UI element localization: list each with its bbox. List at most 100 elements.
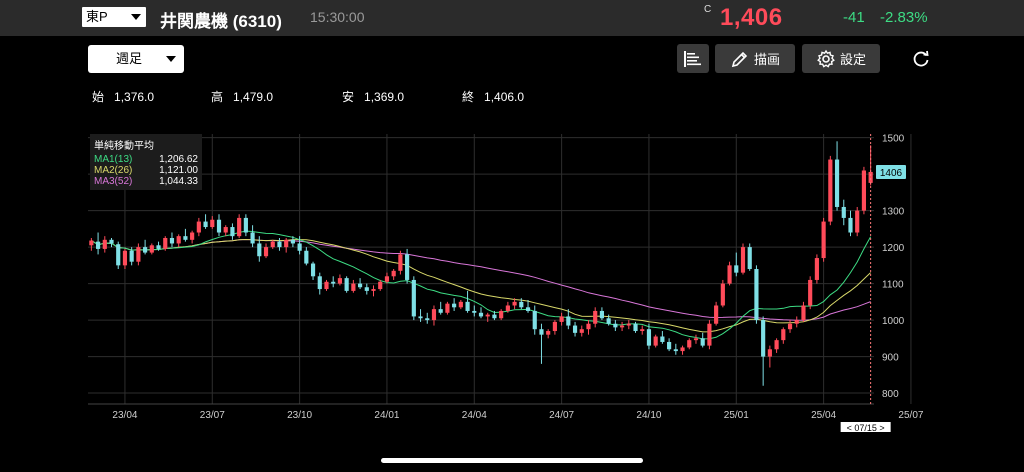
candle-body [378, 281, 383, 290]
candle-body [653, 336, 658, 346]
ohlc-open: 始 1,376.0 [92, 88, 154, 105]
candle-body [156, 245, 161, 249]
candle-body [640, 329, 645, 332]
candle-body [143, 247, 148, 253]
x-tick-label: 25/01 [724, 410, 749, 421]
caret-down-icon [131, 14, 141, 20]
ma1-line [91, 230, 872, 340]
candle-body [351, 283, 356, 291]
candle-body [532, 310, 537, 330]
crosshair-date-label: < 07/15 > [847, 423, 885, 432]
candle-body [814, 258, 819, 280]
ma3-label: MA3(52) [94, 176, 133, 187]
candle-body [660, 336, 665, 342]
candle-body [693, 338, 699, 341]
candle-body [418, 316, 423, 319]
period-select[interactable]: 週足 [88, 45, 184, 73]
low-value: 1,369.0 [364, 90, 405, 104]
candle-body [485, 314, 490, 317]
ma2-line [91, 238, 871, 333]
x-tick-label: 23/10 [287, 410, 312, 421]
price-change-pct: -2.83% [880, 9, 928, 26]
ma2-label: MA2(26) [94, 165, 133, 176]
candle-body [579, 329, 584, 333]
settings-label: 設定 [839, 52, 866, 67]
candle-body [761, 320, 766, 357]
candle-body [277, 241, 282, 248]
candle-body [834, 159, 840, 207]
legend-row-ma3: MA3(52) 1,044.33 [94, 176, 198, 187]
candle-body [116, 244, 121, 266]
candle-body [787, 323, 793, 330]
close-label: 終 [462, 90, 475, 104]
candle-body [821, 221, 826, 259]
candle-body [680, 347, 685, 352]
candle-body [546, 331, 551, 335]
candle-body [257, 243, 262, 257]
candle-body [102, 239, 107, 249]
candle-body [667, 341, 672, 350]
candle-body [734, 265, 739, 273]
candle-body [445, 303, 450, 313]
candle-body [438, 309, 443, 313]
candle-body [673, 349, 678, 352]
candle-body [371, 289, 376, 291]
gear-icon [817, 49, 835, 68]
period-label: 週足 [116, 51, 143, 66]
indicator-list-button[interactable] [677, 44, 709, 73]
candle-body [331, 281, 336, 284]
candle-body [828, 159, 833, 222]
high-label: 高 [211, 90, 224, 104]
candle-body [431, 309, 437, 321]
candle-body [478, 312, 484, 317]
candle-body [559, 316, 564, 322]
home-indicator[interactable] [381, 458, 643, 463]
price-change: -41 [843, 9, 865, 26]
candle-body [237, 217, 242, 237]
settings-button[interactable]: 設定 [802, 44, 880, 73]
refresh-icon[interactable] [911, 49, 931, 69]
candle-body [774, 340, 779, 350]
candle-body [324, 281, 329, 290]
candle-body [284, 239, 289, 248]
candle-body [848, 217, 853, 233]
candle-body [109, 239, 114, 244]
candle-body [606, 318, 611, 324]
candle-body [613, 323, 618, 328]
candle-body [391, 270, 396, 277]
x-tick-label: 25/07 [898, 410, 923, 421]
market-select[interactable]: 東P [82, 7, 146, 27]
candle-body [808, 279, 813, 306]
candle-body [465, 301, 470, 311]
candle-body [190, 232, 195, 240]
candle-body [599, 310, 605, 319]
candle-body [794, 320, 799, 324]
candle-body [411, 279, 416, 317]
y-tick-label: 800 [882, 389, 899, 400]
candles [89, 141, 873, 386]
y-tick-label: 1500 [882, 134, 905, 145]
y-tick-label: 1300 [882, 207, 905, 218]
candle-body [263, 247, 269, 257]
y-tick-label: 1000 [882, 316, 905, 327]
candle-body [169, 237, 175, 244]
candle-body [740, 247, 746, 273]
candle-body [398, 254, 403, 271]
x-tick-label: 24/10 [636, 410, 661, 421]
candle-body [586, 323, 591, 330]
open-label: 始 [92, 90, 105, 104]
x-tick-label: 24/01 [374, 410, 399, 421]
candle-body [801, 305, 806, 321]
candle-body [747, 247, 752, 269]
candle-body [95, 241, 101, 249]
candle-body [552, 321, 557, 332]
ma2-value: 1,121.00 [159, 165, 198, 176]
legend-row-ma1: MA1(13) 1,206.62 [94, 154, 198, 165]
draw-button[interactable]: 描画 [715, 44, 795, 73]
candlestick-chart[interactable]: 15001400130012001100100090080023/0423/07… [88, 130, 928, 432]
candle-body [512, 301, 517, 306]
pencil-icon [731, 51, 748, 67]
candle-body [203, 221, 208, 228]
candle-body [223, 227, 228, 233]
stock-name: 井関農機 (6310) [160, 12, 282, 31]
